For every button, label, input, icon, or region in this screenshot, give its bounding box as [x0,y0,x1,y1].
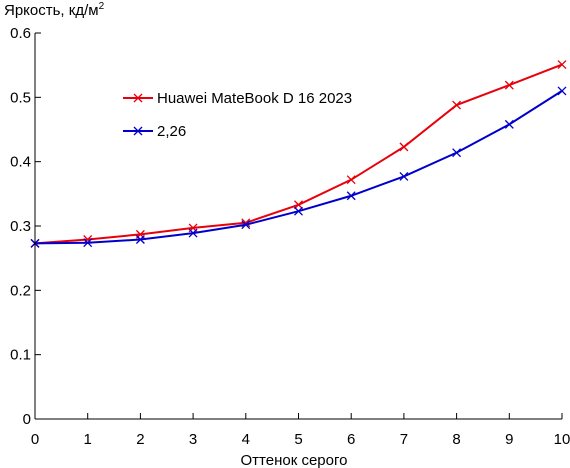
data-point [294,206,303,216]
series-line [34,90,563,245]
x-tick-label: 1 [84,431,92,448]
data-point [452,100,462,110]
data-point [452,148,462,158]
data-point [557,86,567,96]
series-group [30,60,567,248]
x-tick-label: 9 [505,431,513,448]
x-tick-label: 8 [452,431,460,448]
legend-item: Huawei MateBook D 16 2023 [123,90,352,107]
legend-item: 2,26 [123,123,186,140]
series-0 [30,60,567,248]
data-point [399,172,409,181]
x-tick-label: 10 [554,431,570,448]
x-tick-label: 2 [136,431,144,448]
axis-ticks: 0 0.1 0.2 0.3 0.4 0.5 0.6 0 1 2 3 4 5 6 7 8 9 10 [10,25,570,448]
data-point [399,142,409,152]
x-tick-label: 3 [189,431,197,448]
y-tick-label: 0 [23,411,31,428]
data-point [135,235,145,244]
legend-label: Huawei MateBook D 16 2023 [157,90,352,107]
data-point [83,238,93,248]
x-tick-label: 5 [294,431,302,448]
legend: Huawei MateBook D 16 2023 2,26 [123,90,352,140]
x-tick-label: 0 [31,431,39,448]
y-axis-title-main: Яркость, кд/м [4,2,99,19]
x-tick-label: 4 [242,431,250,448]
data-point [294,200,303,210]
y-tick-label: 0.5 [10,89,31,106]
series-1 [30,86,567,248]
legend-swatch-marker [133,126,143,136]
y-tick-label: 0.3 [10,218,31,235]
data-point [188,228,198,238]
y-tick-label: 0.2 [10,282,31,299]
data-point [346,191,356,201]
data-point [346,175,356,185]
y-tick-label: 0.4 [10,154,31,171]
x-axis-title: Оттенок серого [241,452,348,468]
data-point [504,80,514,90]
data-point [241,220,251,230]
y-axis-title: Яркость, кд/м2 [4,1,105,19]
y-tick-label: 0.6 [10,25,31,42]
y-tick-label: 0.1 [10,347,31,364]
x-tick-label: 6 [347,431,355,448]
x-tick-label: 7 [400,431,408,448]
y-axis-title-superscript: 2 [99,1,105,12]
data-point [557,60,567,69]
legend-label: 2,26 [157,123,186,140]
legend-swatch-marker [133,93,143,103]
data-point [504,119,514,129]
